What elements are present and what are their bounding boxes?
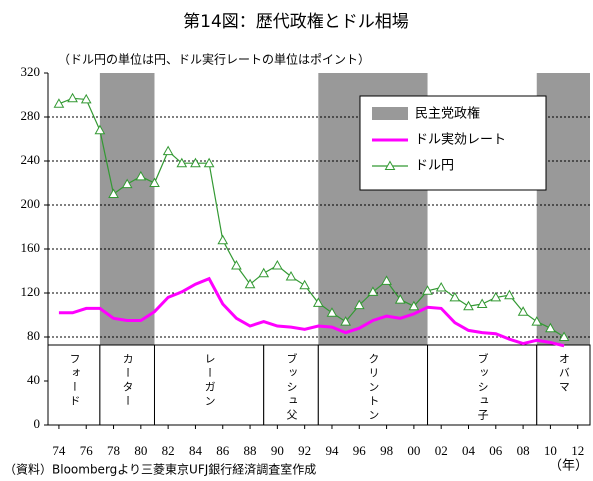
x-tick-label: 88 bbox=[244, 443, 257, 458]
chart-subtitle: （ドル円の単位は円、ドル実行レートの単位はポイント） bbox=[58, 52, 370, 67]
data-point bbox=[340, 316, 351, 326]
data-point bbox=[394, 294, 406, 304]
y-tick-label: 280 bbox=[21, 108, 41, 123]
administration-box bbox=[427, 344, 538, 426]
x-tick-label: 82 bbox=[162, 443, 175, 458]
data-point bbox=[162, 145, 174, 156]
data-point bbox=[53, 98, 65, 108]
shaded-period bbox=[99, 73, 155, 345]
legend-label: ドル実効レート bbox=[415, 132, 506, 148]
administration-label: レーガン bbox=[203, 353, 216, 409]
x-tick-label: 04 bbox=[462, 443, 476, 458]
data-point bbox=[258, 267, 270, 278]
data-point bbox=[517, 306, 529, 316]
x-tick-label: 80 bbox=[134, 443, 147, 458]
data-point bbox=[490, 291, 502, 302]
x-tick-label: 02 bbox=[435, 443, 448, 458]
data-point bbox=[312, 297, 324, 307]
data-point bbox=[367, 286, 379, 296]
x-tick-label: 74 bbox=[52, 443, 66, 458]
data-point bbox=[326, 307, 338, 317]
data-point bbox=[94, 124, 106, 135]
x-tick-label: 08 bbox=[517, 443, 530, 458]
x-tick-label: 84 bbox=[189, 443, 203, 458]
data-point bbox=[176, 157, 188, 168]
administration-label: ブッシュ子 bbox=[476, 352, 489, 423]
administration-label: カーター bbox=[121, 353, 134, 409]
x-tick-label: 92 bbox=[298, 443, 311, 458]
legend-swatch bbox=[372, 107, 408, 120]
data-point bbox=[504, 289, 515, 300]
x-tick-label: 96 bbox=[353, 443, 367, 458]
data-point bbox=[449, 291, 461, 302]
y-tick-label: 320 bbox=[21, 64, 41, 79]
x-tick-label: 10 bbox=[544, 443, 557, 458]
legend-label: ドル円 bbox=[415, 159, 454, 174]
data-point bbox=[422, 285, 433, 295]
x-unit: （年） bbox=[549, 459, 588, 474]
legend-label: 民主党政権 bbox=[415, 106, 480, 122]
chart-title: 第14図：歴代政権とドル相場 bbox=[183, 12, 409, 32]
data-point bbox=[463, 300, 474, 311]
y-tick-label: 240 bbox=[21, 152, 41, 167]
data-point bbox=[217, 234, 229, 245]
x-tick-label: 06 bbox=[489, 443, 503, 458]
data-point bbox=[558, 331, 570, 341]
administration-label: オバマ bbox=[557, 353, 570, 395]
x-tick-label: 12 bbox=[571, 443, 584, 458]
data-point bbox=[299, 279, 311, 290]
administration-box bbox=[153, 344, 265, 426]
series-line bbox=[58, 276, 565, 348]
x-tick-label: 00 bbox=[407, 443, 420, 458]
administration-label: ブッシュ父 bbox=[285, 352, 298, 423]
data-point bbox=[231, 259, 242, 270]
x-tick-label: 98 bbox=[380, 443, 393, 458]
data-point bbox=[190, 157, 201, 168]
y-tick-label: 0 bbox=[34, 416, 41, 431]
data-point bbox=[149, 177, 160, 187]
data-point bbox=[272, 259, 283, 270]
data-point bbox=[408, 300, 420, 311]
data-point bbox=[353, 299, 365, 310]
x-tick-label: 76 bbox=[80, 443, 94, 458]
x-tick-label: 78 bbox=[107, 443, 120, 458]
y-tick-label: 160 bbox=[21, 240, 41, 255]
data-point bbox=[285, 270, 297, 281]
x-tick-label: 94 bbox=[325, 443, 339, 458]
data-point bbox=[545, 322, 556, 333]
y-tick-label: 200 bbox=[21, 196, 41, 211]
y-tick-label: 40 bbox=[27, 372, 40, 387]
data-point bbox=[135, 170, 147, 181]
data-point bbox=[108, 188, 119, 198]
data-point bbox=[531, 316, 543, 326]
legend-marker bbox=[384, 160, 396, 170]
data-point bbox=[435, 281, 447, 292]
x-tick-label: 86 bbox=[216, 443, 230, 458]
data-point bbox=[80, 93, 92, 104]
administration-label: フォード bbox=[68, 353, 81, 409]
data-point bbox=[476, 298, 488, 308]
x-tick-label: 90 bbox=[271, 443, 284, 458]
y-tick-label: 80 bbox=[27, 328, 40, 343]
data-point bbox=[244, 278, 256, 289]
administration-label: クリントン bbox=[367, 353, 380, 423]
data-point bbox=[121, 178, 133, 189]
data-point bbox=[67, 92, 78, 103]
data-point bbox=[381, 275, 392, 285]
data-point bbox=[203, 157, 215, 168]
source-note: （資料）Bloombergより三菱東京UFJ銀行経済調査室作成 bbox=[4, 462, 316, 477]
y-tick-label: 120 bbox=[21, 284, 41, 299]
administration-box bbox=[263, 344, 319, 426]
